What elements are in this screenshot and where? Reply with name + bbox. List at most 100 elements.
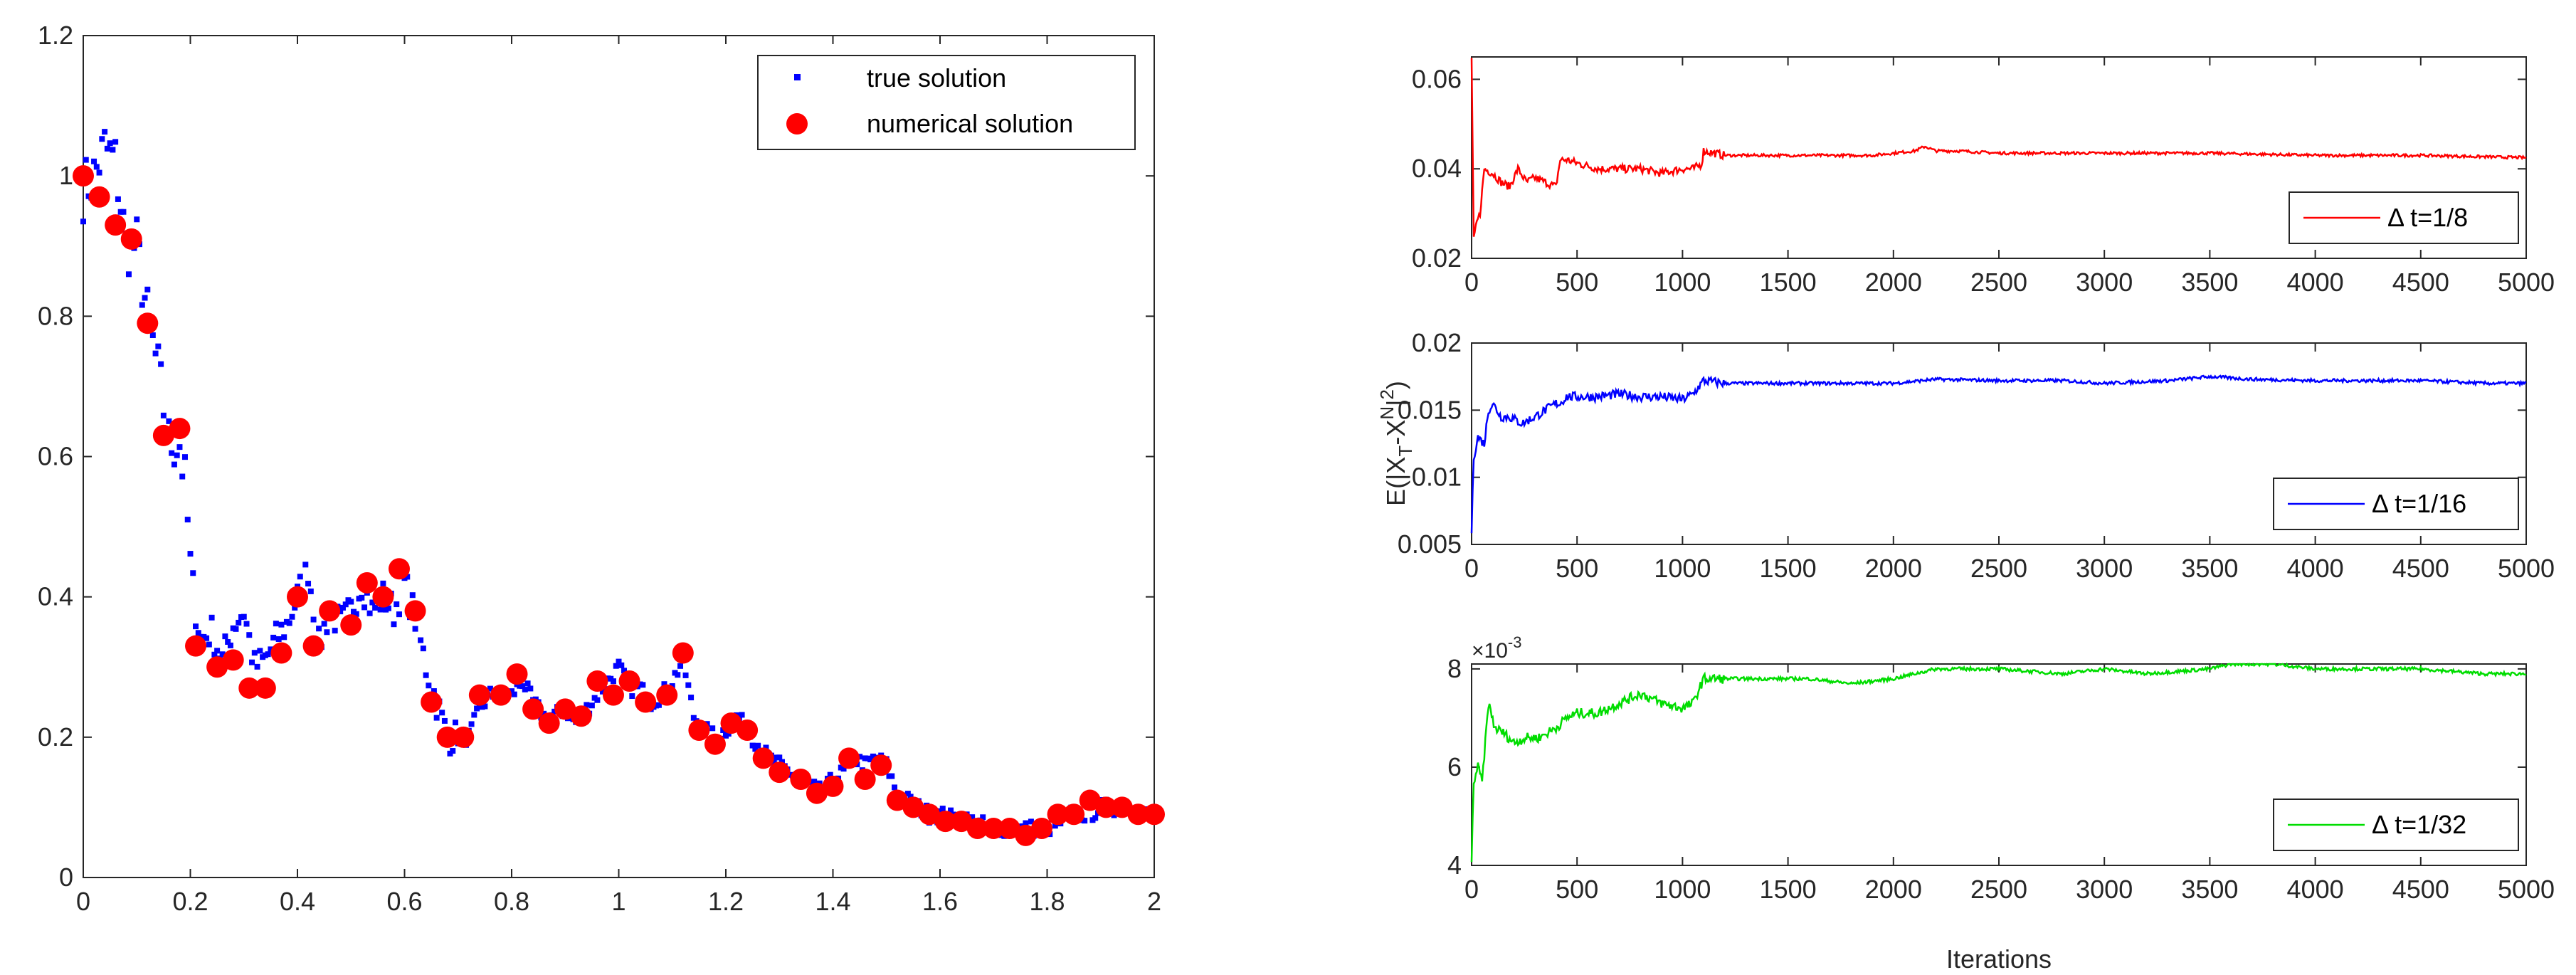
true-solution-point [840,766,847,772]
dt-1-8-y-tick-label: 0.02 [1412,243,1462,273]
true-solution-point [281,634,287,641]
true-solution-point [655,702,662,708]
dt-1-32-x-tick-label: 1500 [1760,875,1817,904]
true-solution-point [144,286,151,292]
true-solution-point [204,635,210,641]
y-exponent-base: ×10 [1472,639,1508,663]
true-solution-point [206,641,212,648]
numerical-solution-point [490,684,512,706]
dt-1-32-x-tick-label: 1000 [1654,875,1711,904]
dt-1-16-x-tick-label: 3000 [2076,554,2133,583]
ticks-dt-1-8: 0 500 1000 1500 2000 2500 3000 3500 4000 4500 5000… [1412,57,2555,297]
true-solution-point [907,794,914,800]
true-solution-point [233,626,239,632]
numerical-solution-point [918,803,940,826]
true-solution-point [452,720,458,726]
numerical-solution-point [806,782,828,804]
numerical-solution-point [752,747,774,769]
error-line-dt-1-32 [1470,662,2527,863]
main-y-tick-label: 0.8 [38,301,73,330]
true-solution-point [1028,818,1034,825]
dt-1-8-x-tick-label: 1500 [1760,268,1817,297]
true-solution-point [289,613,295,620]
error-chart-dt-1-32: 0 500 1000 1500 2000 2500 3000 3500 4000 4500 5000… [1447,633,2555,904]
true-solution-point [187,551,194,557]
numerical-solution-point [1144,803,1165,826]
dt-1-32-x-tick-label: 4500 [2392,875,2449,904]
true-solution-point [522,686,528,692]
dt-1-32-x-tick-label: 2500 [1970,875,2027,904]
true-solution-point [584,702,590,708]
numerical-solution-point [105,214,127,236]
legend-dt-1-32: Δ t=1/32 [2273,799,2519,851]
true-solution-point [426,682,432,689]
dt-1-8-x-tick-label: 4500 [2392,268,2449,297]
dt-1-32-x-tick-label: 3500 [2181,875,2238,904]
main-x-tick-label: 0.2 [172,887,208,916]
dt-1-16-x-tick-label: 0 [1464,554,1479,583]
true-solution-point [181,454,188,460]
main-x-tick-label: 0.6 [386,887,422,916]
main-y-tick-label: 0 [59,863,73,892]
true-solution-point [110,147,116,153]
main-axis-ticks: 0 0.2 0.4 0.6 0.8 1 1.2 1.4 1.6 1.8 2 0 0.2 0.4 0.6 0.8… [38,21,1161,916]
main-x-tick-label: 0.4 [280,887,315,916]
true-solution-point [763,744,769,751]
true-solution-point [96,169,102,176]
dt-1-16-x-tick-label: 4000 [2287,554,2344,583]
numerical-solution-point [1030,817,1052,839]
legend-label-dt-1-8: Δ t=1/8 [2387,203,2468,232]
true-solution-point [755,742,761,749]
main-x-tick-label: 0 [76,887,90,916]
true-solution-point [342,601,349,608]
numerical-solution-point [372,586,394,608]
true-solution-point [450,748,456,754]
true-solution-point [709,725,716,732]
true-solution-point [682,672,689,678]
main-x-tick-label: 1.2 [708,887,744,916]
true-solution-point [857,754,863,760]
dt-1-16-x-tick-label: 2000 [1865,554,1922,583]
true-solution-point [420,645,426,652]
numerical-solution-point [522,698,544,720]
main-x-tick-label: 0.8 [494,887,529,916]
dt-1-8-x-tick-label: 500 [1556,268,1598,297]
dt-1-8-x-tick-label: 0 [1464,268,1479,297]
true-solution-point [268,646,274,653]
true-solution-point [219,651,226,658]
true-solution-point [369,599,376,606]
true-solution-point [195,630,201,636]
main-x-tick-label: 1.8 [1029,887,1065,916]
true-solution-point [134,216,140,223]
true-solution-point [471,712,477,718]
true-solution-point [80,218,86,225]
true-solution-point [551,708,558,715]
true-solution-point [720,727,727,734]
numerical-solution-point [983,817,1005,839]
numerical-solution-point [436,726,458,748]
true-solution-point [316,626,322,632]
true-solution-point [433,715,440,721]
true-solution-point [332,628,338,634]
true-solution-point [353,611,359,617]
true-solution-point [227,642,233,648]
true-solution-point [184,517,191,523]
numerical-solution-point [838,747,860,769]
dt-1-16-x-tick-label: 1000 [1654,554,1711,583]
true-solution-point [441,717,448,724]
numerical-solution-point [506,663,528,685]
true-solution-point [176,444,183,450]
numerical-solution-point [1079,789,1101,811]
ticks-dt-1-32: 0 500 1000 1500 2000 2500 3000 3500 4000 4500 5000… [1447,654,2555,904]
true-solution-point [302,562,309,568]
true-solution-point [104,145,110,152]
true-solution-point [889,773,895,779]
dt-1-8-x-tick-label: 3500 [2181,268,2238,297]
legend-dt-1-16: Δ t=1/16 [2273,478,2519,530]
true-solution-point [439,710,445,716]
true-solution-point [423,672,429,678]
numerical-solution-point [902,796,924,818]
true-solution-point [243,621,250,627]
true-solution-point [509,688,514,695]
error-chart-dt-1-16: 0 500 1000 1500 2000 2500 3000 3500 4000 4500 5000… [1398,328,2555,583]
